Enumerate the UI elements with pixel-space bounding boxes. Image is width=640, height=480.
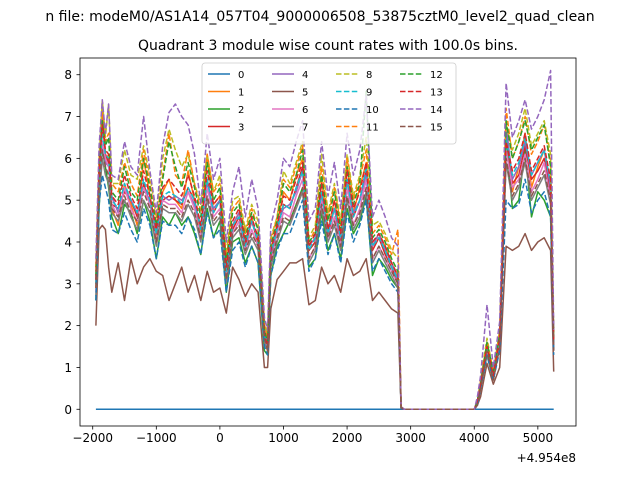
legend-label-14: 14 — [430, 105, 443, 116]
chart-title: Quadrant 3 module wise count rates with … — [138, 38, 518, 54]
legend-label-13: 13 — [430, 88, 443, 99]
legend-label-11: 11 — [366, 123, 379, 134]
x-tick-label: 0 — [216, 431, 224, 445]
y-tick-label: 7 — [64, 110, 72, 124]
x-tick-label: 5000 — [523, 431, 554, 445]
legend-label-3: 3 — [238, 123, 244, 134]
series-line-5 — [95, 224, 555, 411]
series-line-10 — [95, 174, 555, 411]
x-tick-label: 3000 — [395, 431, 426, 445]
series-line-11 — [95, 107, 555, 411]
legend-label-7: 7 — [302, 123, 308, 134]
x-tick-label: 4000 — [459, 431, 490, 445]
series-line-12 — [95, 90, 555, 411]
x-offset-label: +4.954e8 — [517, 451, 576, 465]
legend-label-0: 0 — [238, 70, 244, 81]
legend-box — [201, 62, 457, 145]
x-tick-label: 1000 — [268, 431, 299, 445]
legend-label-5: 5 — [302, 88, 308, 99]
legend-label-8: 8 — [366, 70, 372, 81]
legend-label-6: 6 — [302, 105, 308, 116]
series-line-8 — [95, 99, 555, 411]
x-tick-label: −2000 — [72, 431, 113, 445]
legend-label-4: 4 — [302, 70, 308, 81]
y-tick-label: 4 — [64, 236, 72, 250]
y-tick-label: 0 — [64, 403, 72, 417]
legend-label-15: 15 — [430, 123, 443, 134]
legend-label-12: 12 — [430, 70, 443, 81]
figure-suptitle: n file: modeM0/AS1A14_057T04_9000006508_… — [45, 9, 594, 25]
y-tick-label: 2 — [64, 319, 72, 333]
x-tick-label: 2000 — [332, 431, 363, 445]
y-tick-label: 6 — [64, 152, 72, 166]
series-line-15 — [95, 149, 555, 411]
y-tick-label: 1 — [64, 361, 72, 375]
y-tick-label: 3 — [64, 277, 72, 291]
legend-label-2: 2 — [238, 105, 244, 116]
legend-label-10: 10 — [366, 105, 379, 116]
legend-label-1: 1 — [238, 88, 244, 99]
x-tick-label: −1000 — [136, 431, 177, 445]
y-tick-label: 8 — [64, 68, 72, 82]
legend-label-9: 9 — [366, 88, 372, 99]
axes: −2000 −1000 0 1000 2000 3000 4000 5000 +4.954e8 0… — [64, 57, 577, 465]
y-tick-label: 5 — [64, 194, 72, 208]
